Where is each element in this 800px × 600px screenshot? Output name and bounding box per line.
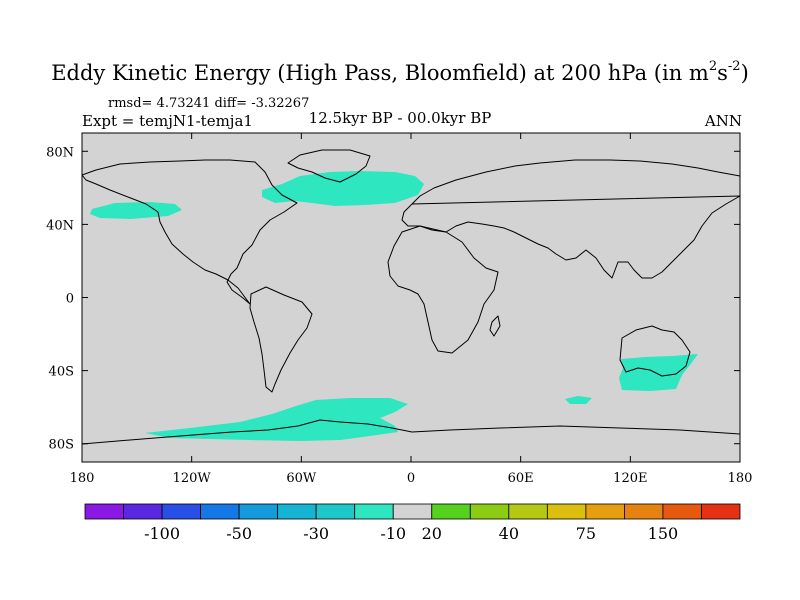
lon-tick-label: 180 (728, 471, 753, 486)
colorbar-tick-label: 150 (648, 524, 679, 543)
colorbar-swatch (161, 503, 201, 520)
colorbar-tick-label: 20 (422, 524, 442, 543)
colorbar-tick-label: 75 (576, 524, 596, 543)
colorbar-swatch (315, 503, 356, 520)
rmsd-diff-stats: rmsd= 4.73241 diff= -3.32267 (108, 96, 310, 111)
coast-australia (619, 325, 691, 377)
colorbar-tick-label: -10 (380, 524, 406, 543)
season-label: ANN (704, 112, 742, 130)
lat-tick-label: 0 (66, 292, 74, 307)
colorbar-swatch (701, 503, 741, 520)
lat-tick-label: 80N (46, 145, 74, 160)
coast-antarctica (81, 419, 741, 445)
colorbar-swatch (546, 503, 587, 520)
map-axes: 80N 40N 0 40S 80S 180 120W 60W 0 60E 120E 180 (46, 133, 752, 486)
colorbar-swatch (508, 503, 548, 520)
lon-tick-label: 180 (70, 471, 95, 486)
experiment-label: Expt = temjN1-temja1 (82, 112, 253, 130)
colorbar-swatch (585, 503, 625, 520)
fill-region-southern-ocean (145, 398, 408, 441)
colorbar-swatch (84, 503, 124, 520)
colorbar-swatch (624, 503, 664, 520)
fill-region-north-atlantic (262, 171, 424, 206)
coastlines (81, 149, 741, 445)
lat-tick-label: 80S (49, 438, 74, 453)
colorbar-swatch (123, 503, 163, 520)
colorbar-tick-label: 40 (499, 524, 519, 543)
lon-tick-label: 60W (286, 471, 317, 486)
anomaly-fill-regions (90, 171, 698, 441)
fill-region-australia (619, 354, 698, 391)
coast-eurasia (401, 159, 741, 279)
chart-title: Eddy Kinetic Energy (High Pass, Bloomfie… (51, 59, 749, 85)
fill-region-indian-ocean (565, 396, 592, 404)
coast-greenland (287, 149, 371, 183)
lat-tick-label: 40S (49, 365, 74, 380)
colorbar-swatch (277, 503, 317, 520)
lat-tick-label: 40N (46, 218, 74, 233)
coast-madagascar (489, 315, 501, 337)
coast-africa (387, 225, 499, 354)
colorbar-swatch (392, 503, 433, 520)
colorbar-tick-label: -100 (144, 524, 180, 543)
colorbar-tick-label: -50 (226, 524, 252, 543)
lon-tick-label: 120W (173, 471, 212, 486)
colorbar-swatch (354, 503, 394, 520)
lon-tick-label: 0 (407, 471, 415, 486)
colorbar-swatch (200, 503, 240, 520)
lon-tick-label: 120E (613, 471, 647, 486)
colorbar-swatch (662, 503, 702, 520)
period-label: 12.5kyr BP - 00.0kyr BP (308, 109, 492, 127)
colorbar-tick-label: -30 (303, 524, 329, 543)
colorbar-swatch (431, 503, 471, 520)
colorbar: -100 -50 -30 -10 20 40 75 150 (84, 503, 741, 543)
colorbar-swatch (238, 503, 279, 520)
lon-tick-label: 60E (508, 471, 534, 486)
coast-south-america (249, 286, 313, 393)
coast-north-america (81, 159, 298, 305)
colorbar-swatch (469, 503, 510, 520)
